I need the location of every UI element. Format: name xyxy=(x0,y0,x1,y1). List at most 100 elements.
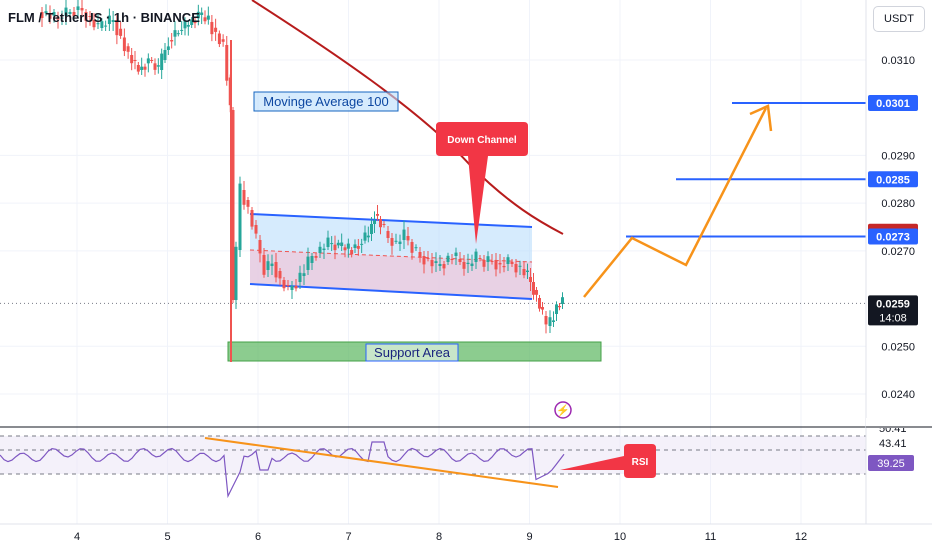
candle-body xyxy=(373,220,376,224)
candle-body xyxy=(176,33,180,35)
candle-body xyxy=(346,243,350,249)
currency-button[interactable]: USDT xyxy=(873,6,925,32)
candle-body xyxy=(434,261,438,263)
price-tag-0.0273 xyxy=(868,228,918,245)
candle-body xyxy=(76,6,80,10)
candle-body xyxy=(200,12,204,15)
candle-body xyxy=(246,200,250,207)
candle-body xyxy=(44,11,48,14)
candle-body xyxy=(486,256,490,262)
candle-body xyxy=(442,264,446,269)
candle-body xyxy=(203,17,207,22)
candle-body xyxy=(146,58,150,64)
candle-body xyxy=(390,238,394,246)
candle-body xyxy=(350,250,354,255)
candle-body xyxy=(133,60,137,61)
time-tick: 8 xyxy=(436,531,442,543)
candle-body xyxy=(535,290,538,295)
candle-body xyxy=(376,214,379,216)
candle-body xyxy=(330,243,334,245)
rsi-value: 39.25 xyxy=(877,458,905,470)
support-label-box xyxy=(365,343,459,362)
candle-body xyxy=(356,246,360,249)
candle-body xyxy=(532,282,535,295)
candle-body xyxy=(242,190,246,205)
price-tick: 0.0250 xyxy=(881,341,915,353)
candle-body xyxy=(80,8,84,11)
candle-body xyxy=(310,256,314,263)
candle-body xyxy=(282,280,286,289)
candle-body xyxy=(454,252,458,256)
candle-body xyxy=(64,7,68,16)
candle-body xyxy=(541,307,544,310)
candle-body xyxy=(100,21,104,28)
candle-body xyxy=(450,259,454,260)
candle-body xyxy=(183,20,187,29)
candle-body xyxy=(150,60,154,61)
down-channel-callout xyxy=(436,122,528,244)
candle-body xyxy=(506,257,510,264)
candle-body xyxy=(173,30,177,37)
candle-body xyxy=(294,286,298,289)
price-axis: 0.0310 0.0290 0.0280 0.0270 0.0250 0.0240 0.03… xyxy=(865,0,932,524)
candle-body xyxy=(231,110,235,300)
candle-body xyxy=(88,16,92,17)
candle-body xyxy=(140,66,144,70)
time-tick: 7 xyxy=(345,531,351,543)
candle-body xyxy=(510,262,514,264)
rsi-label: RSI xyxy=(632,457,649,468)
ma-label: Movinge Average 100 xyxy=(263,94,389,109)
candle-body xyxy=(314,256,318,258)
candle-body xyxy=(92,20,96,28)
time-tick: 4 xyxy=(74,531,80,543)
candle-body xyxy=(258,240,262,254)
candle-body xyxy=(478,258,482,259)
candle-body xyxy=(394,240,398,242)
price-tag-0.0285 xyxy=(868,171,918,188)
candle-body xyxy=(302,273,306,276)
candle-body xyxy=(422,256,426,265)
candle-body xyxy=(538,298,541,309)
candle-body xyxy=(170,40,174,42)
candle-body xyxy=(270,263,274,266)
rsi-callout xyxy=(560,444,656,478)
candle-body xyxy=(190,20,194,25)
candle-body xyxy=(130,55,134,64)
candle-body xyxy=(353,244,357,248)
candle-body xyxy=(274,262,278,278)
countdown: 14:08 xyxy=(879,312,907,324)
candle-body xyxy=(104,25,108,27)
price-tag-text: 0.0273 xyxy=(876,232,910,244)
candle-body xyxy=(254,225,258,234)
candle-body xyxy=(52,12,56,16)
time-tick: 11 xyxy=(705,531,716,543)
candle-body xyxy=(221,39,225,42)
candle-body xyxy=(333,244,337,251)
candle-body xyxy=(458,259,462,262)
candle-body xyxy=(56,16,60,20)
candle-body xyxy=(366,235,370,238)
price-tag-text: 0.0259 xyxy=(876,298,910,310)
candle-body xyxy=(544,316,548,325)
time-axis: 4 5 6 7 8 9 10 11 12 xyxy=(0,523,932,543)
symbol-title[interactable]: FLM / TetherUS · 1h · BINANCE xyxy=(8,10,200,25)
candle-body xyxy=(482,260,486,267)
candle-body xyxy=(225,45,229,81)
rsi-upper-label: 43.41 xyxy=(879,438,907,450)
candle-body xyxy=(558,306,561,308)
candle-body xyxy=(418,252,422,258)
candle-body xyxy=(318,246,322,253)
candle-body xyxy=(214,27,218,32)
time-tick: 6 xyxy=(255,531,261,543)
candle-body xyxy=(156,65,160,67)
price-tag-0.0301 xyxy=(868,94,918,111)
candle-body xyxy=(462,262,466,269)
ma-label-box xyxy=(253,91,399,112)
candle-body xyxy=(446,255,450,262)
time-tick: 9 xyxy=(526,531,532,543)
candle-body xyxy=(160,53,164,70)
candle-body xyxy=(166,46,170,50)
candle-body xyxy=(386,231,390,238)
